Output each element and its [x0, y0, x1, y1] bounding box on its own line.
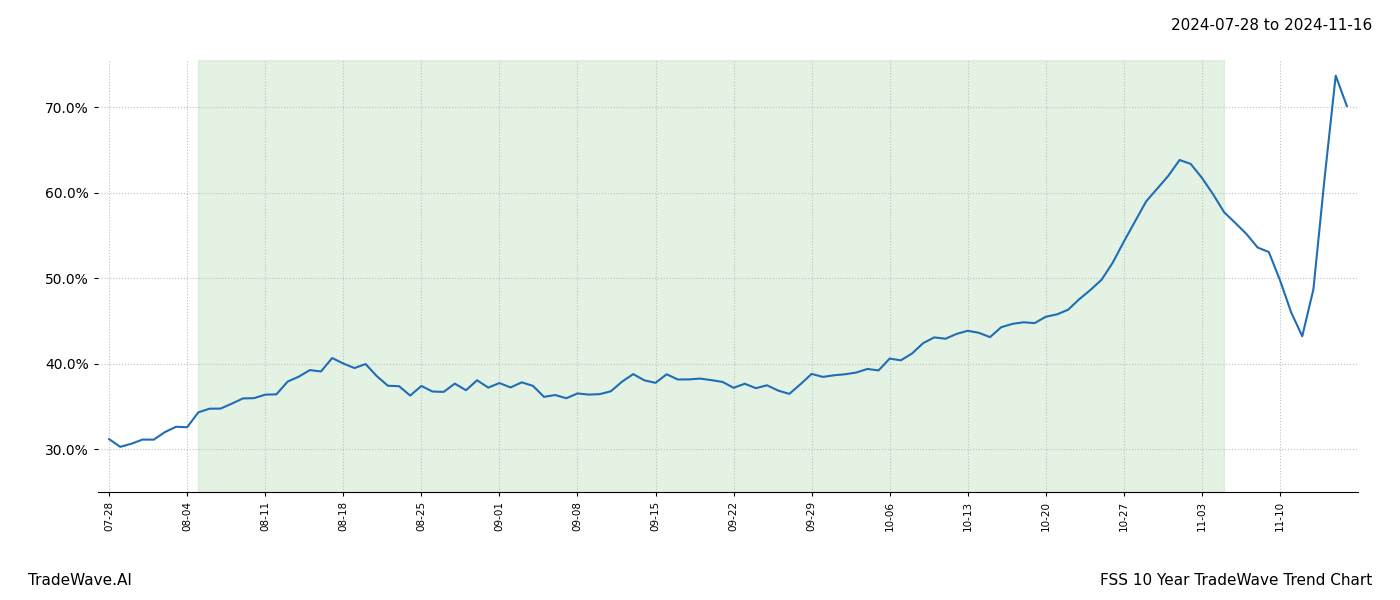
Text: TradeWave.AI: TradeWave.AI: [28, 573, 132, 588]
Text: FSS 10 Year TradeWave Trend Chart: FSS 10 Year TradeWave Trend Chart: [1100, 573, 1372, 588]
Bar: [199, 60, 1224, 492]
Text: 2024-07-28 to 2024-11-16: 2024-07-28 to 2024-11-16: [1170, 18, 1372, 33]
